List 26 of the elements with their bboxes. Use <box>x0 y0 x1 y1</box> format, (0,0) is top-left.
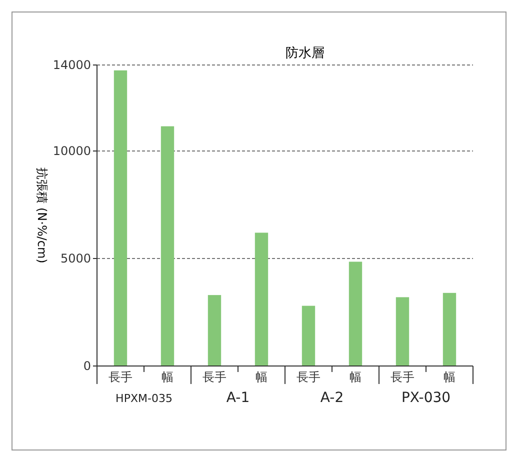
y-tick-label: 14000 <box>52 58 91 72</box>
y-tick-label: 0 <box>83 359 91 374</box>
x-tick-label: 長手 <box>296 370 320 384</box>
y-tick-label: 10000 <box>52 144 91 158</box>
x-tick-label: 長手 <box>390 370 414 384</box>
bar <box>396 297 410 366</box>
text: A-1 <box>226 390 250 406</box>
y-axis-title: 抗張積 (N·%/cm) <box>35 168 49 264</box>
x-tick-label: 幅 <box>256 370 268 384</box>
bar <box>254 232 268 366</box>
text: PX-030 <box>401 390 451 406</box>
bar <box>114 70 128 366</box>
bar <box>442 292 456 366</box>
text: HPXM-035 <box>116 392 172 405</box>
x-tick-label: 幅 <box>444 370 456 384</box>
x-tick-label: 幅 <box>162 370 174 384</box>
bar <box>302 306 316 366</box>
chart-title: 防水層 <box>286 46 324 61</box>
bar <box>348 262 362 366</box>
bar <box>208 295 222 366</box>
bar <box>160 126 174 366</box>
y-tick-label: 5000 <box>60 252 91 266</box>
x-tick-label: 長手 <box>108 370 132 384</box>
x-tick-label: 長手 <box>202 370 226 384</box>
x-tick-label: 幅 <box>350 370 362 384</box>
text: A-2 <box>320 390 344 406</box>
